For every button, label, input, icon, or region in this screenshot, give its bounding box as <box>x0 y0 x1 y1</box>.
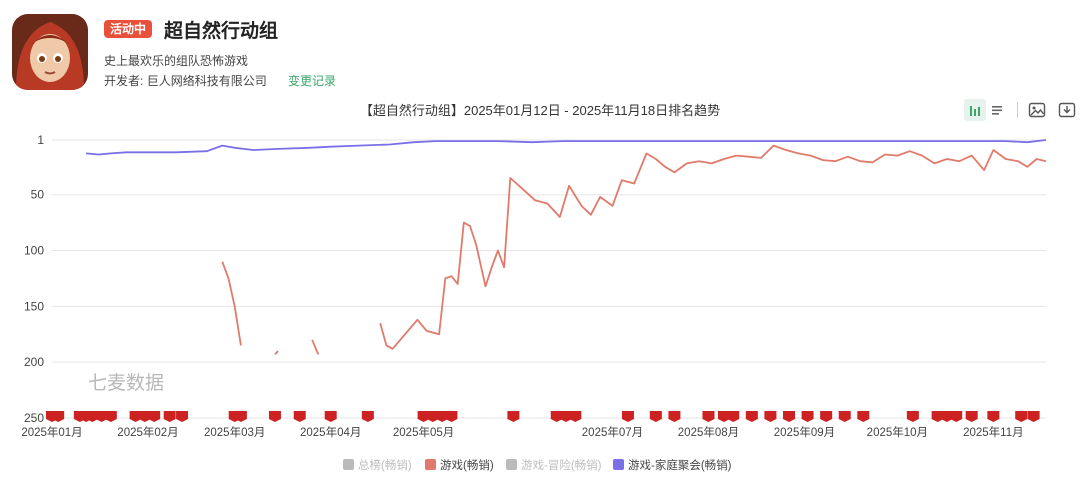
x-tick-label: 2025年04月 <box>300 425 361 439</box>
event-marker[interactable] <box>764 411 777 422</box>
event-marker[interactable] <box>801 411 814 422</box>
event-marker[interactable] <box>324 411 337 422</box>
developer-row: 开发者: 巨人网络科技有限公司 变更记录 <box>104 72 336 89</box>
event-marker[interactable] <box>550 411 563 422</box>
x-tick-label: 2025年08月 <box>678 425 739 439</box>
event-marker[interactable] <box>745 411 758 422</box>
legend-label[interactable]: 游戏(畅销) <box>440 458 494 472</box>
event-marker[interactable] <box>940 411 953 422</box>
app-icon <box>12 14 88 90</box>
y-tick-label: 50 <box>31 188 45 202</box>
x-tick-label: 2025年01月 <box>21 425 82 439</box>
event-marker[interactable] <box>931 411 944 422</box>
y-tick-label: 150 <box>24 299 44 313</box>
x-tick-label: 2025年07月 <box>582 425 643 439</box>
event-markers <box>46 411 1040 422</box>
event-marker[interactable] <box>163 411 176 422</box>
series-line <box>86 139 1047 156</box>
y-tick-label: 200 <box>24 355 44 369</box>
changelog-link[interactable]: 变更记录 <box>288 74 337 88</box>
event-marker[interactable] <box>129 411 142 422</box>
event-marker[interactable] <box>52 411 65 422</box>
event-marker[interactable] <box>426 411 439 422</box>
event-marker[interactable] <box>668 411 681 422</box>
legend-label[interactable]: 总榜(畅销) <box>358 458 412 472</box>
x-tick-label: 2025年02月 <box>117 425 178 439</box>
event-marker[interactable] <box>838 411 851 422</box>
event-marker[interactable] <box>86 411 99 422</box>
event-marker[interactable] <box>104 411 117 422</box>
event-marker[interactable] <box>95 411 108 422</box>
event-marker[interactable] <box>445 411 458 422</box>
event-marker[interactable] <box>950 411 963 422</box>
event-marker[interactable] <box>965 411 978 422</box>
y-tick-label: 100 <box>24 244 44 258</box>
image-icon[interactable] <box>1026 99 1048 121</box>
x-tick-label: 2025年05月 <box>393 425 454 439</box>
event-marker[interactable] <box>1015 411 1028 422</box>
event-marker[interactable] <box>727 411 740 422</box>
app-title: 超自然行动组 <box>164 21 279 42</box>
x-axis-ticks: 2025年01月 2025年02月 2025年03月 2025年04月 2025年05月… <box>21 425 1023 439</box>
event-marker[interactable] <box>906 411 919 422</box>
chart-title: 【超自然行动组】2025年01月12日 - 2025年11月18日排名趋势 <box>359 103 721 118</box>
developer-label: 开发者: <box>104 74 144 88</box>
legend-label[interactable]: 游戏-冒险(畅销) <box>521 458 602 472</box>
chart-grid <box>52 139 1046 419</box>
event-marker[interactable] <box>138 411 151 422</box>
legend-swatch[interactable] <box>506 459 517 470</box>
event-marker[interactable] <box>1027 411 1040 422</box>
y-tick-label: 250 <box>24 411 44 425</box>
event-marker[interactable] <box>417 411 430 422</box>
event-marker[interactable] <box>148 411 161 422</box>
event-marker[interactable] <box>857 411 870 422</box>
event-marker[interactable] <box>268 411 281 422</box>
app-portrait-icon <box>12 14 88 90</box>
event-marker[interactable] <box>569 411 582 422</box>
series-line <box>311 339 320 355</box>
legend-swatch[interactable] <box>613 459 624 470</box>
series-line <box>221 261 242 346</box>
event-marker[interactable] <box>702 411 715 422</box>
event-marker[interactable] <box>234 411 247 422</box>
series-line <box>379 144 1047 350</box>
event-marker[interactable] <box>621 411 634 422</box>
event-marker[interactable] <box>717 411 730 422</box>
event-marker[interactable] <box>361 411 374 422</box>
x-tick-label: 2025年03月 <box>204 425 265 439</box>
legend-label[interactable]: 游戏-家庭聚会(畅销) <box>628 458 732 472</box>
toolbar-divider <box>1017 102 1018 118</box>
event-marker[interactable] <box>987 411 1000 422</box>
y-tick-label: 1 <box>37 133 44 147</box>
event-marker[interactable] <box>507 411 520 422</box>
event-marker[interactable] <box>649 411 662 422</box>
event-marker[interactable] <box>436 411 449 422</box>
download-icon[interactable] <box>1056 99 1078 121</box>
status-badge: 活动中 <box>104 20 153 38</box>
series-line <box>274 350 279 355</box>
watermark: 七麦数据 <box>88 372 164 394</box>
event-marker[interactable] <box>293 411 306 422</box>
list-icon[interactable] <box>986 99 1008 121</box>
developer-name[interactable]: 巨人网络科技有限公司 <box>146 74 267 88</box>
chart-legend: 总榜(畅销) 游戏(畅销) 游戏-冒险(畅销) 游戏-家庭聚会(畅销) <box>343 458 732 472</box>
event-marker[interactable] <box>560 411 573 422</box>
chart-lines <box>86 139 1047 355</box>
legend-swatch[interactable] <box>343 459 354 470</box>
event-marker[interactable] <box>820 411 833 422</box>
bar-chart-icon[interactable] <box>964 99 986 121</box>
x-tick-label: 2025年10月 <box>867 425 928 439</box>
x-tick-label: 2025年11月 <box>963 425 1024 439</box>
event-marker[interactable] <box>782 411 795 422</box>
app-subtitle: 史上最欢乐的组队恐怖游戏 <box>104 54 249 68</box>
event-marker[interactable] <box>176 411 189 422</box>
x-tick-label: 2025年09月 <box>774 425 835 439</box>
legend-swatch[interactable] <box>425 459 436 470</box>
